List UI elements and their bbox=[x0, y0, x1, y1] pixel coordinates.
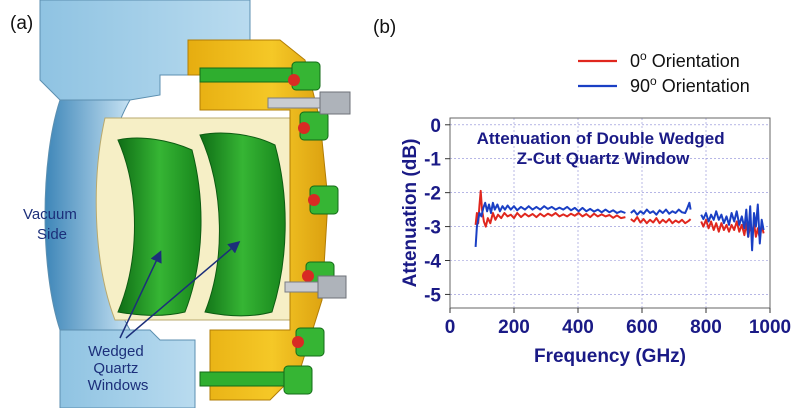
panel-b: (b) 0o Orientation 90o Orientation 0 200 4… bbox=[373, 17, 791, 367]
green-bolt bbox=[199, 67, 296, 83]
red-seal bbox=[288, 74, 300, 86]
quartz-window-2 bbox=[199, 132, 286, 317]
panel-a-illustration: (a) Vacuum Side Wedged Quartz Windows bbox=[10, 0, 351, 408]
callout-windows-line2: Quartz bbox=[93, 360, 138, 377]
callout-windows-line1: Wedged bbox=[88, 343, 144, 360]
chart-title-line1: Attenuation of Double Wedged bbox=[477, 129, 725, 148]
x-tick-label: 400 bbox=[562, 317, 594, 338]
chart-title: Attenuation of Double Wedged Z-Cut Quart… bbox=[477, 129, 730, 168]
callout-vacuum-line2: Side bbox=[37, 226, 67, 243]
red-seal bbox=[308, 194, 320, 206]
y-tick-label: -5 bbox=[424, 285, 441, 306]
chart-title-line2: Z-Cut Quartz Window bbox=[517, 149, 690, 168]
red-seal bbox=[292, 336, 304, 348]
panel-a-label: (a) bbox=[10, 13, 33, 34]
legend-label-90deg: 90o Orientation bbox=[630, 74, 750, 96]
grid bbox=[449, 118, 771, 308]
callout-windows-line3: Windows bbox=[88, 377, 149, 394]
vacuum-flange-top bbox=[39, 0, 251, 101]
y-tick-label: 0 bbox=[430, 116, 441, 137]
legend-label-90deg-rest: Orientation bbox=[657, 76, 750, 96]
plot-frame bbox=[449, 117, 771, 309]
callout-arrow bbox=[125, 241, 241, 339]
legend-label-90deg-sup: o bbox=[650, 74, 657, 88]
gas-fitting bbox=[317, 275, 347, 299]
legend-label-0deg: 0o Orientation bbox=[630, 49, 740, 71]
y-tick-label: -3 bbox=[424, 218, 441, 239]
series-line-90deg bbox=[474, 201, 626, 247]
legend: 0o Orientation 90o Orientation bbox=[578, 49, 750, 96]
callout-vacuum-line1: Vacuum bbox=[23, 206, 77, 223]
x-tick-label: 0 bbox=[445, 317, 456, 338]
x-tick-label: 1000 bbox=[749, 317, 791, 338]
x-axis-title: Frequency (GHz) bbox=[534, 346, 686, 367]
legend-label-90deg-main: 90 bbox=[630, 76, 650, 96]
y-tick-label: -4 bbox=[424, 252, 441, 273]
y-tick-label: -2 bbox=[424, 184, 441, 205]
red-seal bbox=[302, 270, 314, 282]
callout-wedged-windows: Wedged Quartz Windows bbox=[88, 343, 149, 394]
y-axis-title: Attenuation (dB) bbox=[400, 139, 421, 288]
series-line-90deg bbox=[700, 203, 765, 252]
series-line-0deg bbox=[630, 216, 692, 225]
tick-layer: 0 200 400 600 800 1000 0 -1 -2 -3 -4 -5 bbox=[424, 116, 791, 338]
vacuum-flange-bottom bbox=[59, 329, 196, 408]
red-seal bbox=[298, 122, 310, 134]
series-line-90deg bbox=[630, 201, 692, 216]
series-line-0deg bbox=[700, 218, 765, 240]
legend-label-0deg-rest: Orientation bbox=[647, 51, 740, 71]
green-bolt bbox=[199, 371, 296, 387]
callout-arrow bbox=[119, 250, 162, 339]
legend-label-0deg-sup: o bbox=[640, 49, 647, 63]
x-tick-label: 800 bbox=[690, 317, 722, 338]
quartz-window-1 bbox=[117, 137, 202, 316]
callout-vacuum-side: Vacuum Side bbox=[23, 206, 81, 243]
gas-fitting bbox=[319, 91, 351, 115]
series-line-0deg bbox=[474, 189, 626, 228]
bolt-head bbox=[283, 365, 313, 395]
panel-b-label: (b) bbox=[373, 17, 396, 38]
x-tick-label: 600 bbox=[626, 317, 658, 338]
legend-label-0deg-main: 0 bbox=[630, 51, 640, 71]
x-tick-label: 200 bbox=[498, 317, 530, 338]
y-tick-label: -1 bbox=[424, 150, 441, 171]
series-layer bbox=[474, 189, 765, 252]
